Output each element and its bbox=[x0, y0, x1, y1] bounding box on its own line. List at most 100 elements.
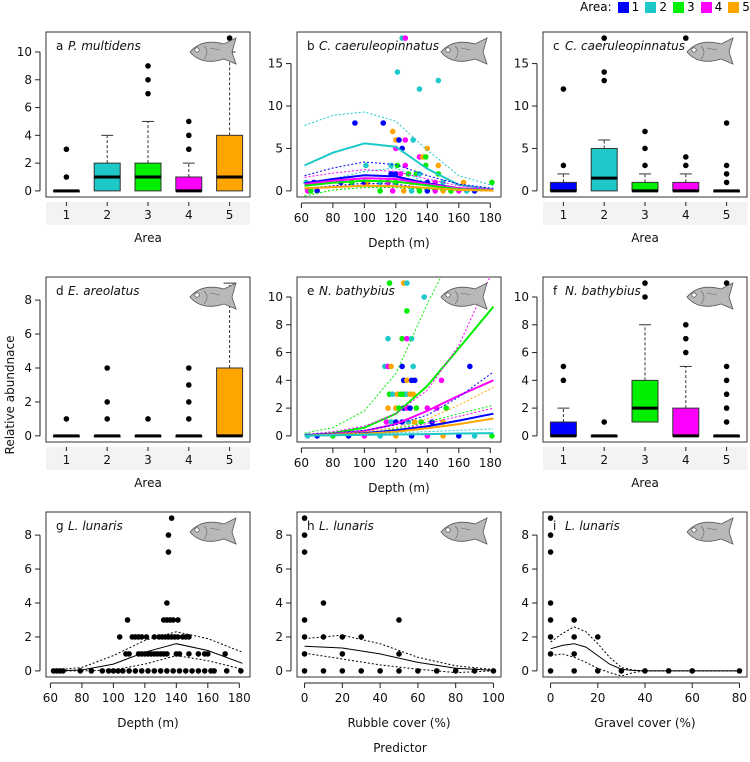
x-axis-label: Depth (m) bbox=[368, 481, 429, 495]
data-point bbox=[189, 668, 195, 674]
data-point bbox=[389, 188, 396, 194]
outlier-point bbox=[186, 146, 192, 153]
data-point bbox=[404, 280, 410, 286]
data-point bbox=[320, 600, 327, 606]
fish-icon bbox=[686, 37, 734, 65]
legend-swatch-5 bbox=[728, 1, 740, 13]
x-tick-label: 60 bbox=[685, 691, 700, 705]
box bbox=[590, 147, 618, 192]
plot-area bbox=[50, 515, 244, 674]
outlier-point bbox=[145, 63, 151, 69]
x-tick-label: 180 bbox=[479, 211, 502, 225]
x-tick-label: 120 bbox=[384, 211, 407, 225]
ci-upper-line bbox=[550, 626, 740, 672]
x-tick-label: 60 bbox=[294, 456, 309, 470]
data-point bbox=[396, 137, 402, 143]
panel-letter: d bbox=[56, 284, 64, 298]
ci-upper-line bbox=[304, 277, 491, 435]
box-area-2 bbox=[93, 134, 121, 192]
data-point bbox=[402, 162, 409, 169]
data-point bbox=[399, 363, 405, 370]
outlier-point bbox=[723, 363, 730, 370]
box bbox=[672, 407, 700, 437]
data-point bbox=[388, 162, 394, 169]
x-tick-label: 60 bbox=[410, 691, 425, 705]
data-point bbox=[380, 120, 387, 126]
x-tick-label: 80 bbox=[325, 211, 340, 225]
fitted-line bbox=[304, 142, 494, 191]
fish-detail bbox=[203, 290, 221, 305]
outlier-point bbox=[186, 399, 192, 405]
box-area-4 bbox=[672, 321, 700, 438]
panel-frame bbox=[45, 31, 251, 198]
panel-letter: f bbox=[553, 284, 558, 298]
y-axis-label: Relative abundnace bbox=[3, 336, 17, 455]
fitted-line bbox=[304, 306, 495, 437]
data-point bbox=[170, 668, 176, 674]
box-area-1 bbox=[549, 86, 577, 193]
data-point bbox=[186, 651, 192, 657]
fish-detail bbox=[700, 525, 718, 540]
y-tick-label: 10 bbox=[17, 45, 32, 59]
data-point bbox=[393, 171, 399, 177]
data-point bbox=[389, 128, 396, 135]
data-point bbox=[175, 617, 181, 623]
x-axis-label: Area bbox=[134, 476, 162, 490]
panel-e: 0 2 4 6 8 10 60 80 100 120 140 160 180 e N. bathybius D… bbox=[268, 276, 502, 495]
y-tick-label: 2 bbox=[521, 401, 529, 415]
panel-frame bbox=[296, 31, 502, 198]
data-point bbox=[402, 137, 409, 143]
x-tick-label: 2 bbox=[600, 453, 608, 467]
outlier-point bbox=[226, 35, 233, 41]
y-tick-label: 5 bbox=[275, 141, 283, 155]
data-point bbox=[126, 668, 132, 674]
y-tick-label: 4 bbox=[275, 373, 283, 387]
x-axis-label: Depth (m) bbox=[368, 236, 429, 250]
fitted-line bbox=[304, 184, 494, 192]
fitted-line bbox=[550, 643, 740, 672]
species-name: L. lunaris bbox=[319, 519, 374, 533]
fish-icon bbox=[189, 517, 237, 545]
x-tick-label: 5 bbox=[226, 453, 234, 467]
fish-detail bbox=[203, 525, 221, 540]
plot-area bbox=[549, 280, 741, 438]
legend-label-3: 3 bbox=[686, 0, 695, 14]
legend-title: Area: bbox=[580, 0, 612, 14]
ci-upper-line bbox=[53, 631, 243, 671]
category-strip bbox=[46, 202, 250, 225]
data-point bbox=[413, 405, 420, 411]
data-point bbox=[301, 668, 308, 674]
data-point bbox=[547, 515, 554, 521]
box-area-3 bbox=[134, 416, 162, 438]
x-tick-label: 3 bbox=[144, 208, 152, 222]
box-area-4 bbox=[175, 365, 203, 438]
outlier-point bbox=[723, 419, 730, 425]
outlier-point bbox=[104, 399, 110, 405]
species-name: L. lunaris bbox=[565, 519, 620, 533]
x-tick-label: 100 bbox=[353, 456, 376, 470]
data-point bbox=[339, 668, 346, 674]
y-tick-label: 4 bbox=[275, 596, 283, 610]
data-point bbox=[411, 377, 418, 384]
outlier-point bbox=[145, 76, 151, 83]
fish-detail bbox=[454, 45, 472, 60]
data-point bbox=[186, 634, 192, 640]
data-point bbox=[407, 405, 413, 411]
y-tick-label: 6 bbox=[521, 346, 529, 360]
panel-letter: g bbox=[56, 519, 64, 533]
data-point bbox=[164, 651, 170, 657]
data-point bbox=[77, 668, 84, 674]
outlier-point bbox=[723, 391, 730, 398]
species-name: C. caeruleopinnatus bbox=[319, 39, 439, 53]
x-tick-label: 4 bbox=[185, 208, 193, 222]
x-tick-label: 2 bbox=[600, 208, 608, 222]
outlier-point bbox=[723, 162, 730, 169]
panel-letter: e bbox=[307, 284, 314, 298]
x-tick-label: 3 bbox=[641, 208, 649, 222]
data-point bbox=[168, 515, 175, 521]
data-point bbox=[320, 668, 327, 674]
data-point bbox=[404, 335, 410, 342]
data-point bbox=[99, 668, 106, 674]
